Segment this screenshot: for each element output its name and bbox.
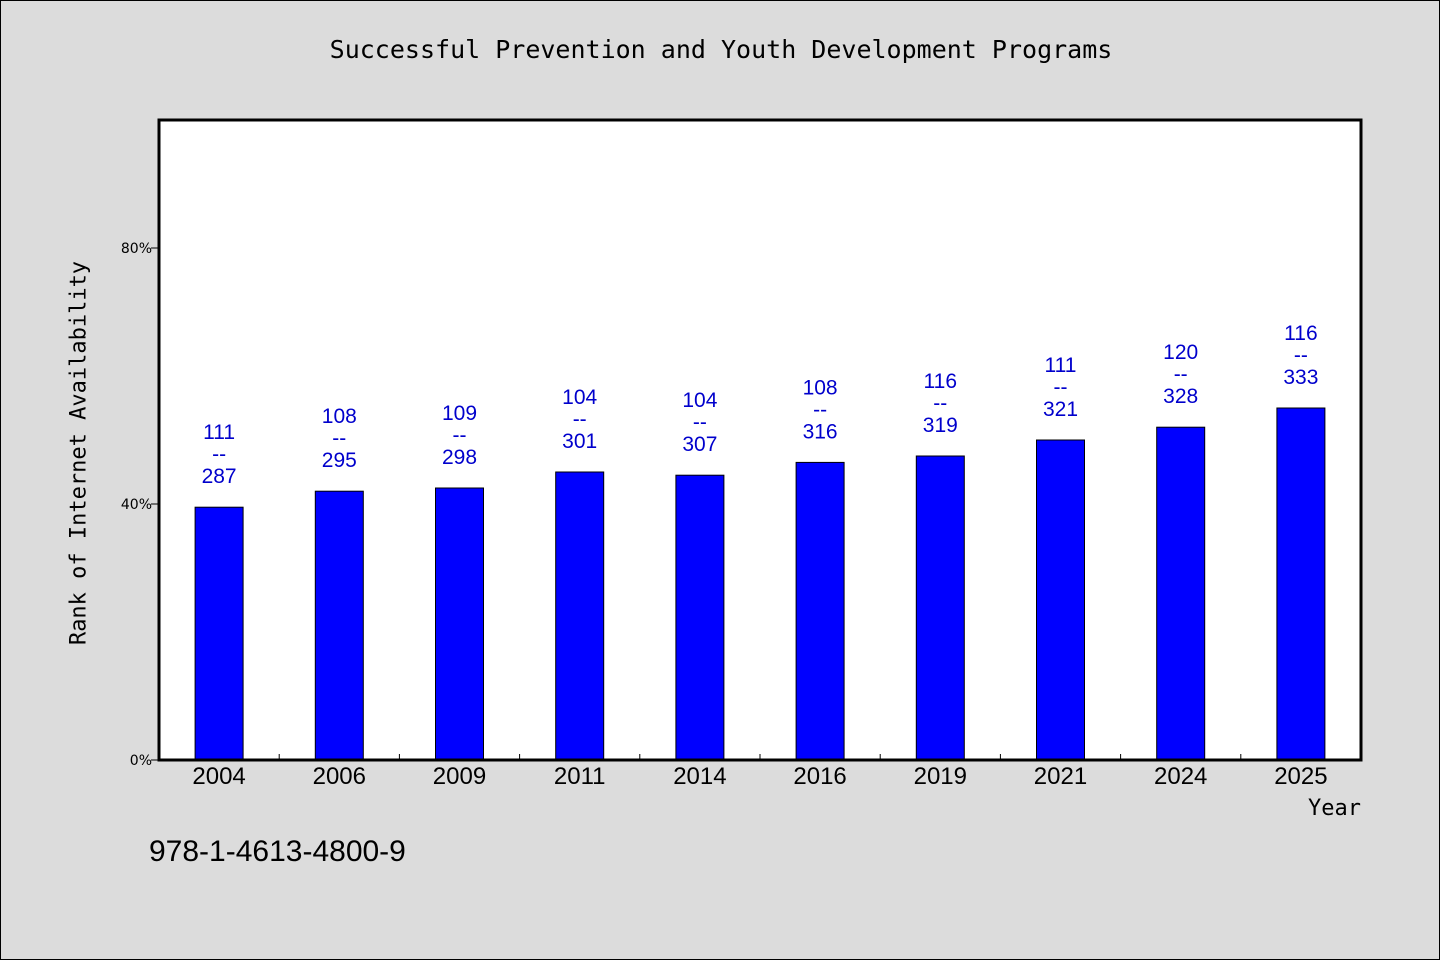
data-label-2009-line-3: 298: [442, 446, 477, 469]
bar-2006: [314, 490, 364, 761]
y-tick-label-0: 0%: [130, 753, 152, 769]
data-label-2011-line-2: --: [573, 408, 587, 431]
bar-2019: [915, 455, 965, 761]
data-label-2016-line-1: 108: [803, 376, 838, 399]
data-label-2004-line-2: --: [212, 443, 226, 466]
x-tick-label-2004: 2004: [192, 763, 245, 790]
data-label-2021-line-2: --: [1054, 376, 1068, 399]
bar-2009: [435, 487, 484, 761]
data-label-2004-line-1: 111: [203, 421, 235, 444]
x-tick-label-2021: 2021: [1034, 763, 1087, 790]
bar-2004: [194, 506, 244, 761]
data-label-2024-line-2: --: [1174, 363, 1188, 386]
bar-2021: [1036, 439, 1085, 761]
data-label-2025-line-3: 333: [1283, 366, 1318, 389]
x-axis-label: Year: [1308, 796, 1361, 821]
data-label-2016-line-2: --: [813, 398, 827, 421]
data-label-2024-line-1: 120: [1163, 341, 1198, 364]
x-tick-label-2014: 2014: [673, 763, 726, 790]
data-label-2011-line-1: 104: [562, 386, 597, 409]
bar-2014: [675, 474, 725, 761]
data-label-2014-line-2: --: [693, 411, 707, 434]
x-tick-label-2024: 2024: [1154, 763, 1207, 790]
bar-2024: [1156, 426, 1206, 761]
data-label-2016-line-3: 316: [803, 420, 838, 443]
x-tick-label-2009: 2009: [433, 763, 486, 790]
data-label-2025-line-1: 116: [1284, 322, 1317, 345]
bar-2016: [795, 461, 845, 761]
bar-2025: [1276, 407, 1326, 761]
data-label-2009-line-1: 109: [442, 402, 477, 425]
data-label-2019-line-3: 319: [923, 414, 958, 437]
data-label-2006-line-1: 108: [322, 405, 357, 428]
data-label-2021-line-3: 321: [1043, 398, 1078, 421]
y-tick-label-80: 80%: [121, 241, 152, 257]
data-label-2009-line-2: --: [453, 424, 467, 447]
data-label-2006-line-2: --: [332, 427, 346, 450]
x-tick-label-2025: 2025: [1274, 763, 1327, 790]
x-tick-label-2019: 2019: [914, 763, 967, 790]
data-label-2021-line-1: 111: [1045, 354, 1077, 377]
data-label-2024-line-3: 328: [1163, 385, 1198, 408]
footer-code: 978-1-4613-4800-9: [149, 835, 406, 868]
x-tick-label-2011: 2011: [554, 763, 606, 790]
plot-area: 111--2872004108--2952006109--2982009104-…: [121, 118, 1363, 790]
chart-title: Successful Prevention and Youth Developm…: [329, 35, 1113, 64]
y-tick-label-40: 40%: [121, 497, 152, 513]
data-label-2019-line-1: 116: [924, 370, 957, 393]
data-label-2006-line-3: 295: [322, 449, 357, 472]
bar-2011: [555, 471, 605, 761]
data-label-2014-line-1: 104: [682, 389, 717, 412]
plot-border: [157, 118, 1363, 762]
data-label-2014-line-3: 307: [682, 433, 717, 456]
data-label-2025-line-2: --: [1294, 344, 1308, 367]
data-label-2019-line-2: --: [933, 392, 947, 415]
data-label-2011-line-3: 301: [562, 430, 597, 453]
data-label-2004-line-3: 287: [202, 465, 237, 488]
x-tick-label-2016: 2016: [793, 763, 846, 790]
x-tick-label-2006: 2006: [313, 763, 366, 790]
